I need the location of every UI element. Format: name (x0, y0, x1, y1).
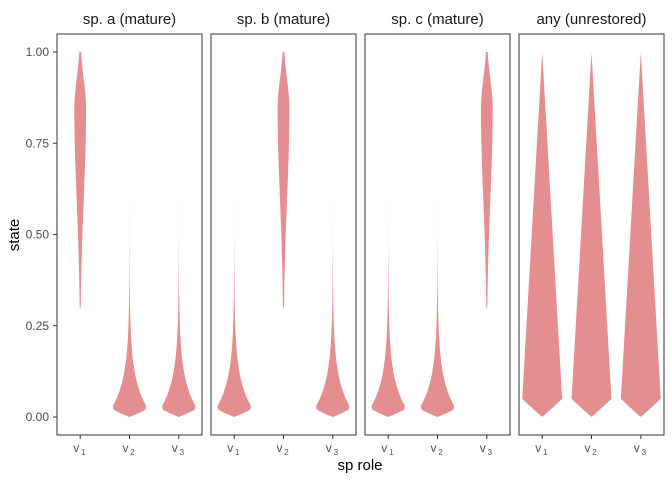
x-tick-label-subscript: 1 (235, 448, 240, 457)
y-axis-title: state (6, 219, 23, 252)
y-axis: 0.00 0.25 0.50 0.75 1.00 (26, 45, 57, 424)
panel-title: any (unrestored) (536, 11, 646, 28)
x-tick-label: v (535, 441, 541, 455)
violin-v2 (112, 198, 147, 417)
x-tick-label-subscript: 3 (642, 448, 647, 457)
x-tick-label: v (634, 441, 640, 455)
x-tick-label: v (73, 441, 79, 455)
x-tick-label: v (585, 441, 591, 455)
x-tick-label: v (431, 441, 437, 455)
violin-v2 (571, 52, 612, 417)
x-tick-label-subscript: 2 (438, 448, 443, 457)
x-tick-label: v (326, 441, 332, 455)
x-tick-label-subscript: 2 (284, 448, 289, 457)
violin-v1 (74, 52, 87, 308)
y-tick-label: 0.00 (26, 410, 50, 424)
y-tick-label: 0.25 (26, 319, 50, 333)
panel-title: sp. b (mature) (237, 11, 330, 28)
violin-v1 (522, 52, 563, 417)
facet-panel: sp. b (mature)v 1 v 2 v 3 (210, 11, 357, 457)
y-tick-label: 0.75 (26, 136, 50, 150)
facet-panels: sp. a (mature)v 1 v 2 v 3sp. b (mature)v 1 v 2 v 3… (56, 11, 665, 457)
x-tick-label-subscript: 2 (592, 448, 597, 457)
x-tick-label: v (227, 441, 233, 455)
x-tick-label: v (381, 441, 387, 455)
x-tick-label-subscript: 3 (488, 448, 493, 457)
violin-v3 (480, 52, 493, 308)
x-tick-label-subscript: 3 (180, 448, 185, 457)
panel-title: sp. a (mature) (83, 11, 176, 28)
x-tick-label: v (277, 441, 283, 455)
x-tick-label: v (480, 441, 486, 455)
facet-panel: sp. a (mature)v 1 v 2 v 3 (56, 11, 203, 457)
x-tick-label-subscript: 1 (81, 448, 86, 457)
x-tick-label-subscript: 3 (334, 448, 339, 457)
x-tick-label-subscript: 1 (543, 448, 548, 457)
violin-v1 (217, 198, 251, 417)
violin-v3 (620, 52, 661, 417)
x-tick-label: v (123, 441, 129, 455)
facet-panel: sp. c (mature)v 1 v 2 v 3 (364, 11, 511, 457)
violin-v3 (162, 198, 196, 417)
x-axis-title: sp role (337, 457, 382, 474)
y-tick-label: 1.00 (26, 45, 50, 59)
violin-v3 (316, 198, 350, 417)
violin-v2 (277, 52, 290, 308)
violin-v2 (420, 198, 455, 417)
facet-panel: any (unrestored)v 1 v 2 v 3 (518, 11, 665, 457)
x-tick-label-subscript: 1 (389, 448, 394, 457)
violin-v1 (371, 198, 405, 417)
panel-title: sp. c (mature) (391, 11, 484, 28)
x-tick-label-subscript: 2 (130, 448, 135, 457)
x-tick-label: v (172, 441, 178, 455)
y-tick-label: 0.50 (26, 228, 50, 242)
